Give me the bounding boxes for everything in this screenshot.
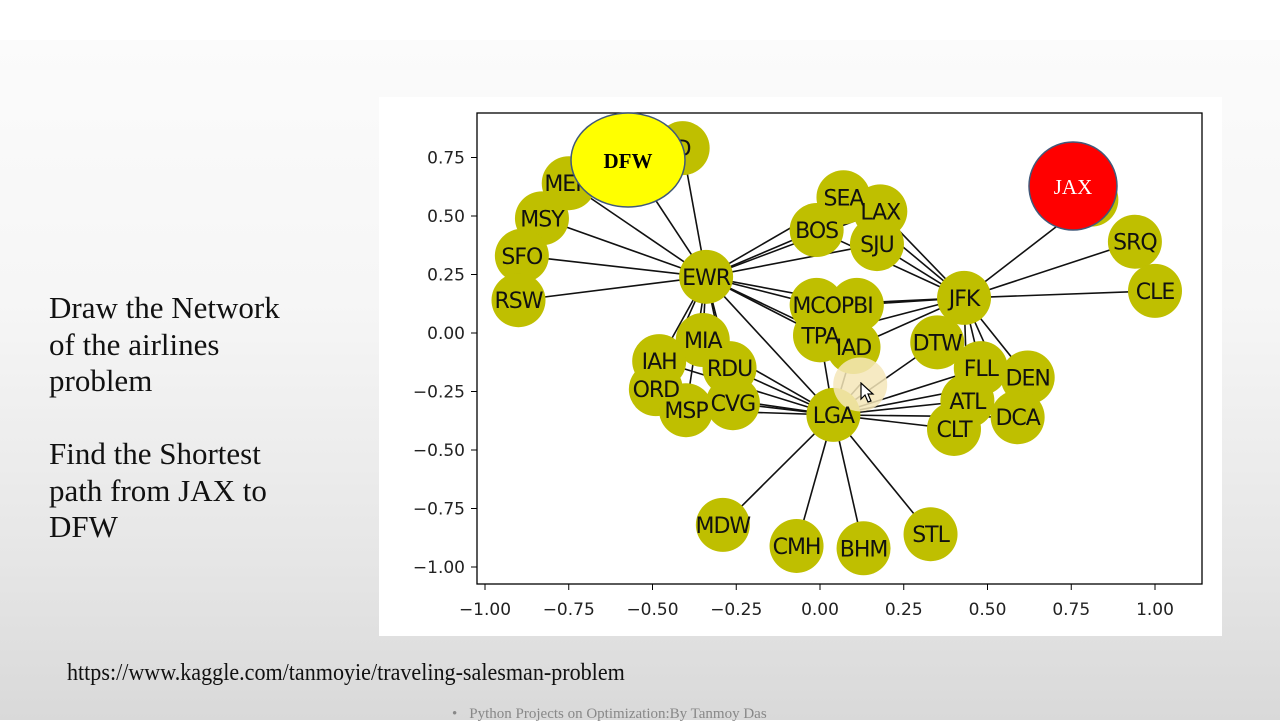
edge-jfk-cle [964, 290, 1156, 299]
x-tick-label: 0.75 [1052, 600, 1090, 620]
node-dtw [910, 315, 965, 370]
node-label-mco: MCO [792, 294, 841, 319]
node-label-bos: BOS [795, 219, 838, 244]
y-tick-label: −0.50 [413, 441, 465, 461]
node-bhm [836, 521, 891, 576]
node-ewr [679, 249, 734, 304]
node-msp [659, 383, 713, 438]
y-tick-label: 0.00 [427, 324, 465, 344]
node-label-sfo: SFO [501, 245, 543, 270]
footer-text: Python Projects on Optimization:By Tanmo… [469, 706, 767, 722]
node-cle [1128, 263, 1182, 318]
node-clt [927, 401, 981, 456]
y-tick-label: −0.25 [413, 383, 465, 403]
node-dca [990, 390, 1045, 445]
node-sju [849, 217, 904, 272]
mouse-cursor-icon [860, 382, 875, 403]
node-label-ord: ORD [633, 378, 680, 403]
network-graph-svg: −1.00 −0.75 −0.50 −0.25 0.00 0.25 0.50 0.75 1.00… [413, 112, 1203, 620]
node-label-dca: DCA [995, 406, 1040, 431]
y-tick-label: 0.75 [427, 149, 465, 169]
edge-ewr-lga [705, 276, 834, 416]
task-line-3: DFW [49, 509, 118, 544]
dfw-highlight-ellipse [570, 112, 686, 208]
edge-ewr-mem [568, 182, 707, 278]
node-label-den: DEN [1006, 366, 1050, 391]
x-tick-label: −0.25 [710, 600, 762, 620]
edge-ewr-rsw [518, 276, 707, 302]
slide-instructions: Draw the Network of the airlines problem… [49, 290, 349, 546]
node-label-pbi: PBI [841, 294, 873, 319]
x-tick-label: 1.00 [1136, 600, 1174, 620]
node-hover [833, 357, 888, 412]
edge-ewr-sju [705, 243, 878, 278]
dfw-highlight-label: DFW [604, 149, 653, 173]
node-sfo [494, 228, 549, 283]
node-label-cvg: CVG [711, 392, 755, 417]
node-label-sea: SEA [823, 186, 864, 211]
node-label-iah: IAH [642, 350, 677, 375]
jax-highlight-circle [1028, 141, 1118, 231]
node-label-mdw: MDW [696, 514, 752, 539]
heading-line-3: problem [49, 363, 153, 398]
node-label-rdu: RDU [707, 357, 752, 382]
node-label-ewr: EWR [682, 266, 731, 291]
node-label-cle: CLE [1136, 280, 1175, 305]
node-label-msy: MSY [520, 207, 565, 232]
y-tick-label: −0.75 [413, 500, 465, 520]
task-line-2: path from JAX to [49, 472, 267, 508]
node-rsw [491, 273, 546, 328]
x-tick-label: −0.75 [543, 600, 595, 620]
heading-line-1: Draw the Network [49, 290, 280, 325]
jax-highlight-label: JAX [1054, 175, 1093, 199]
node-label-cmh: CMH [773, 535, 821, 560]
node-mdw [695, 497, 750, 552]
slide-footer: • Python Projects on Optimization:By Tanm… [452, 706, 767, 723]
edge-ewr-sfo [521, 254, 707, 278]
y-tick-label: −1.00 [413, 558, 465, 578]
x-tick-label: 0.50 [969, 600, 1007, 620]
node-label-tpa: TPA [800, 324, 839, 349]
node-label-mia: MIA [684, 329, 722, 354]
heading-line-2: of the airlines [49, 326, 220, 362]
node-cmh [769, 518, 824, 573]
node-label-atl: ATL [949, 390, 987, 415]
node-label-sju: SJU [860, 233, 894, 258]
node-label-rsw: RSW [494, 289, 543, 314]
node-label-iad: IAD [836, 336, 872, 361]
node-label-lax: LAX [860, 200, 901, 225]
node-srq [1107, 214, 1162, 269]
node-label-dtw: DTW [913, 331, 963, 356]
node-label-bhm: BHM [840, 537, 888, 562]
x-tick-label: −1.00 [459, 600, 511, 620]
node-label-lga: LGA [813, 404, 855, 429]
node-pbi [829, 277, 884, 332]
kaggle-link[interactable]: https://www.kaggle.com/tanmoyie/travelin… [67, 660, 625, 686]
node-cvg [705, 376, 760, 431]
node-jfk [937, 270, 992, 325]
task-line-1: Find the Shortest [49, 436, 261, 471]
y-tick-label: 0.50 [427, 207, 465, 227]
footer-bullet: • [452, 706, 458, 722]
node-label-srq: SRQ [1113, 231, 1157, 256]
x-tick-label: 0.25 [885, 600, 923, 620]
node-label-stl: STL [912, 523, 950, 548]
y-tick-label: 0.25 [427, 266, 465, 286]
edge-jfk-srq [963, 240, 1136, 299]
node-stl [903, 507, 958, 562]
node-label-fll: FLL [964, 357, 1000, 382]
edge-ewr-msy [541, 217, 707, 278]
node-label-clt: CLT [936, 418, 973, 443]
x-tick-label: 0.00 [801, 600, 839, 620]
network-plot: −1.00 −0.75 −0.50 −0.25 0.00 0.25 0.50 0.75 1.00… [379, 97, 1222, 636]
node-bos [789, 203, 844, 258]
x-tick-label: −0.50 [626, 600, 678, 620]
node-label-jfk: JFK [947, 287, 981, 312]
node-label-msp: MSP [664, 399, 708, 424]
